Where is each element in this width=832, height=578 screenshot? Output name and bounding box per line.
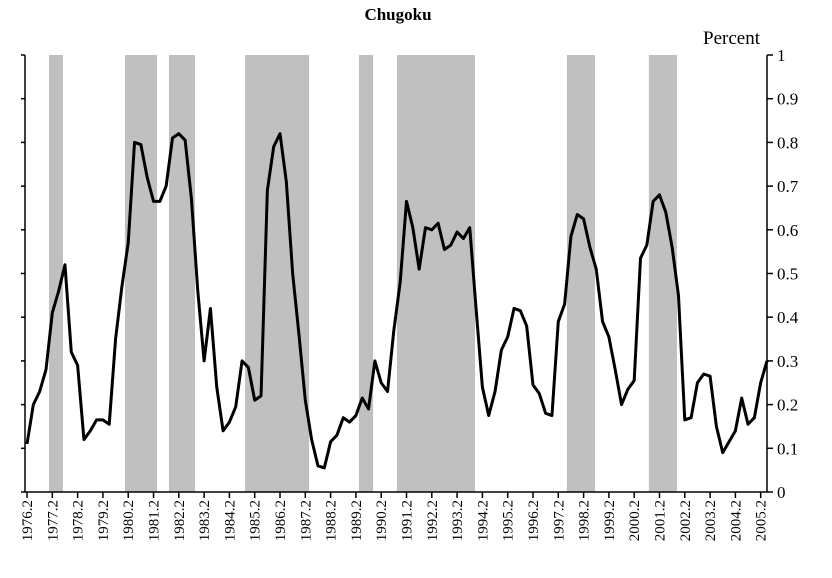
y-tick-label: 0.4 [777,308,799,327]
y-axis-label: Percent [703,28,761,49]
y-tick-label: 0.9 [777,90,798,109]
shaded-period [396,55,476,492]
y-tick-label: 0.2 [777,396,798,415]
shaded-period [124,55,158,492]
line [25,132,769,470]
x-tick-label: 1980.2 [121,500,137,541]
x-tick-label: 1995.2 [501,500,517,541]
shaded-period [358,55,374,492]
x-tick-label: 1985.2 [248,500,264,541]
y-tick-label: 0.5 [777,265,798,284]
x-tick-label: 1986.2 [273,500,289,541]
x-tick-label: 1993.2 [450,500,466,541]
x-tick-label: 1998.2 [577,500,593,541]
shaded-period [648,55,677,492]
shaded-period [566,55,595,492]
x-tick-label: 1987.2 [298,500,314,541]
chart-title: Chugoku [364,5,431,24]
x-tick-label: 1983.2 [197,500,213,541]
shaded-period [49,55,63,492]
x-tick-label: 1981.2 [147,500,163,541]
x-tick-label: 2002.2 [678,500,694,541]
x-tick-label: 2001.2 [652,500,668,541]
x-tick-label: 2003.2 [703,500,719,541]
y-tick-label: 0.1 [777,439,798,458]
x-tick-label: 1989.2 [349,500,365,541]
x-tick-label: 1996.2 [526,500,542,541]
x-tick-label: 1997.2 [551,500,567,541]
y-tick-label: 0.3 [777,352,798,371]
x-tick-label: 1976.2 [20,500,36,541]
y-tick-label: 1 [777,46,786,65]
x-tick-label: 1978.2 [71,500,87,541]
shaded-period [168,55,196,492]
y-tick-label: 0.7 [777,177,799,196]
y-tick-label: 0.8 [777,133,798,152]
x-tick-label: 1994.2 [475,500,491,541]
x-tick-label: 1990.2 [374,500,390,541]
x-tick-label: 1979.2 [96,500,112,541]
x-tick-label: 1977.2 [45,500,61,541]
x-tick-label: 1982.2 [172,500,188,541]
x-tick-label: 2005.2 [754,500,770,541]
x-tick-label: 1992.2 [425,500,441,541]
x-tick-label: 1999.2 [602,500,618,541]
x-tick-label: 1991.2 [399,500,415,541]
shaded-period [245,55,310,492]
x-tick-label: 2004.2 [728,500,744,541]
y-tick-label: 0 [777,483,786,502]
y-tick-label: 0.6 [777,221,798,240]
x-tick-label: 1984.2 [222,500,238,541]
x-tick-label: 2000.2 [627,500,643,541]
x-tick-label: 1988.2 [324,500,340,541]
